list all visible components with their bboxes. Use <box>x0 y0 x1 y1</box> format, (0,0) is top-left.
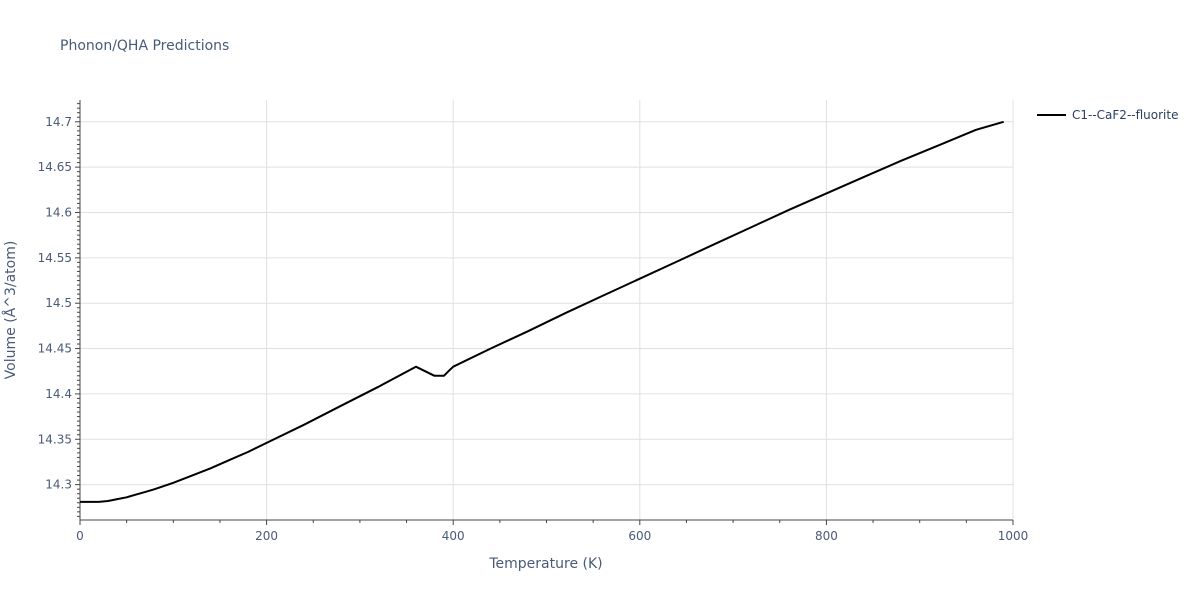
y-tick-label: 14.45 <box>38 342 72 356</box>
x-tick-label: 400 <box>442 529 465 543</box>
y-tick-label: 14.35 <box>38 432 72 446</box>
y-tick-label: 14.4 <box>45 387 72 401</box>
tick-labels: 0 200 400 600 800 1000 14.3 14.35 14.4 14.45 14.5 1… <box>38 115 1029 543</box>
y-tick-label: 14.55 <box>38 251 72 265</box>
x-tick-label: 0 <box>76 529 84 543</box>
series-line[interactable] <box>80 120 1004 503</box>
y-tick-label: 14.6 <box>45 205 72 219</box>
chart-title: Phonon/QHA Predictions <box>60 38 229 54</box>
x-tick-label: 800 <box>815 529 838 543</box>
x-axis-title: Temperature (K) <box>488 556 602 572</box>
y-axis-title: Volume (Å^3/atom) <box>2 241 19 380</box>
legend-label: C1--CaF2--fluorite <box>1072 108 1178 122</box>
legend[interactable]: C1--CaF2--fluorite <box>1037 108 1178 122</box>
x-tick-label: 600 <box>628 529 651 543</box>
series-layer <box>80 120 1004 503</box>
gridlines <box>80 100 1014 520</box>
y-tick-label: 14.7 <box>45 115 72 129</box>
x-tick-label: 1000 <box>998 529 1029 543</box>
y-tick-label: 14.5 <box>45 296 72 310</box>
axes <box>75 100 1014 525</box>
y-tick-label: 14.3 <box>45 478 72 492</box>
y-tick-label: 14.65 <box>38 160 72 174</box>
x-tick-label: 200 <box>255 529 278 543</box>
